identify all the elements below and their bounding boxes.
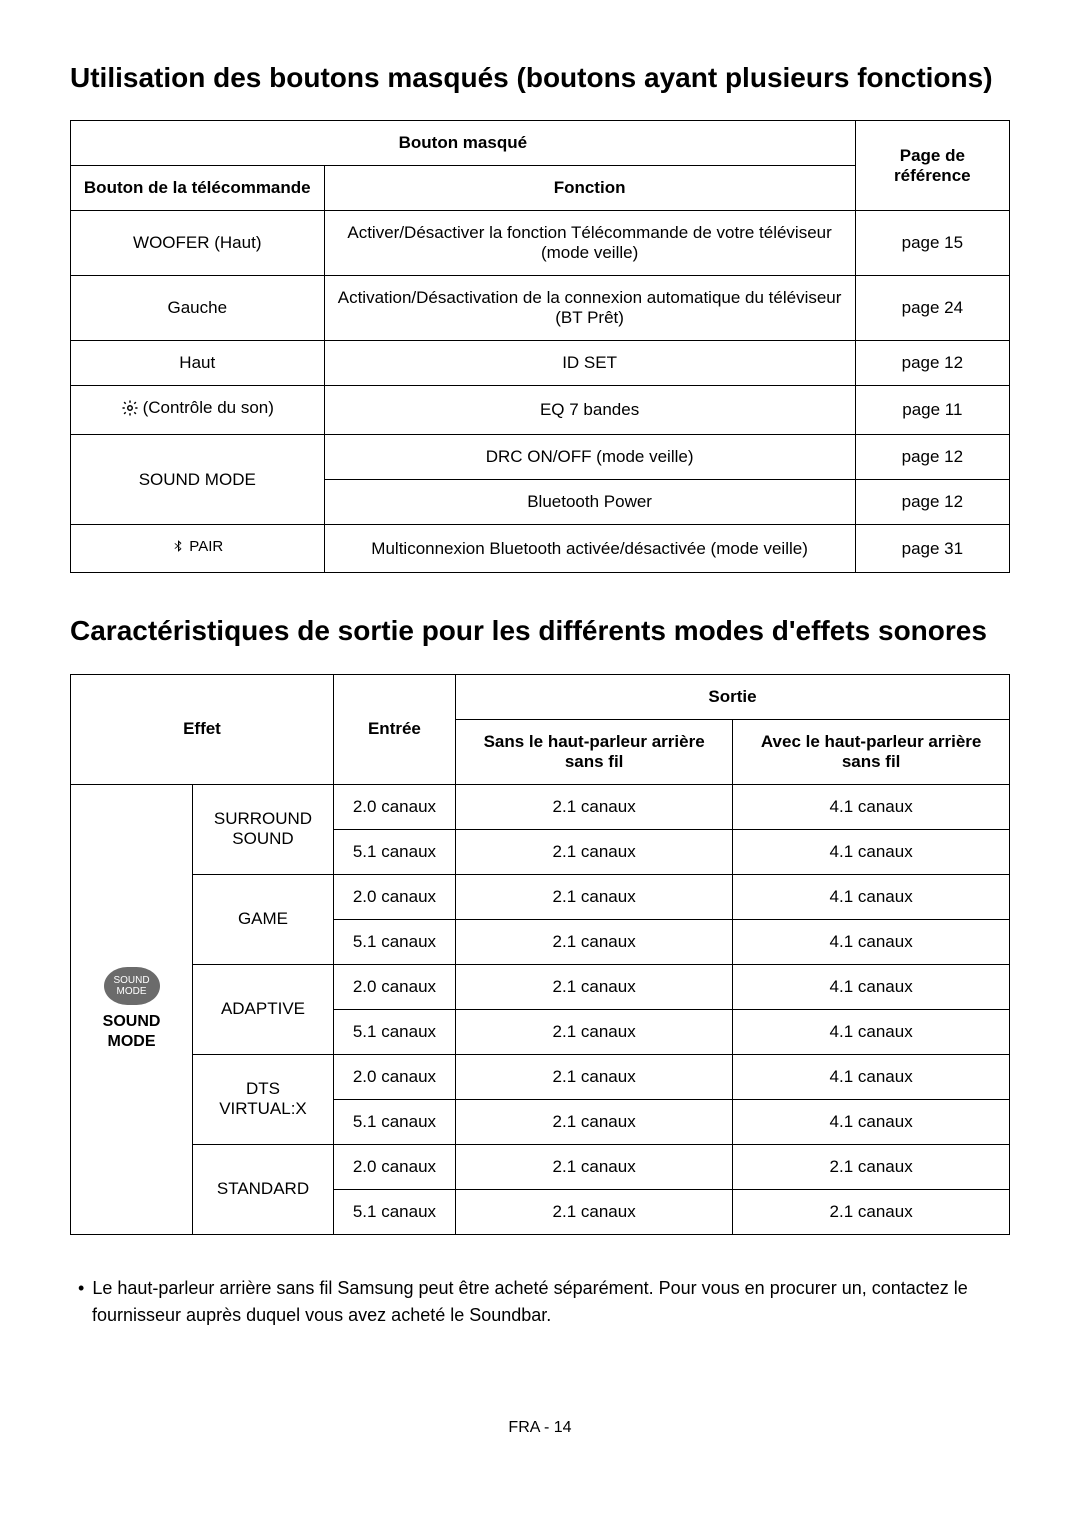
cell-function: Bluetooth Power — [324, 480, 855, 525]
cell-input: 5.1 canaux — [333, 1099, 455, 1144]
header-input: Entrée — [333, 674, 455, 784]
header-without: Sans le haut-parleur arrière sans fil — [455, 719, 732, 784]
header-hidden-button: Bouton masqué — [71, 121, 856, 166]
cell-without: 2.1 canaux — [455, 1099, 732, 1144]
effect-name: DTS VIRTUAL:X — [193, 1054, 334, 1144]
sound-mode-label: SOUND MODE — [103, 1013, 161, 1050]
sound-mode-btn-line2: MODE — [117, 986, 147, 997]
cell-input: 2.0 canaux — [333, 784, 455, 829]
cell-with: 4.1 canaux — [733, 1054, 1010, 1099]
cell-input: 2.0 canaux — [333, 964, 455, 1009]
cell-button-suffix: (Contrôle du son) — [143, 398, 274, 418]
sound-mode-btn-line1: SOUND — [113, 975, 149, 986]
cell-function: DRC ON/OFF (mode veille) — [324, 435, 855, 480]
table-row: SOUND MODE SOUND MODE SURROUND SOUND 2.0… — [71, 784, 1010, 829]
cell-page: page 15 — [855, 211, 1009, 276]
cell-with: 4.1 canaux — [733, 919, 1010, 964]
cell-with: 4.1 canaux — [733, 964, 1010, 1009]
cell-page: page 12 — [855, 435, 1009, 480]
cell-input: 2.0 canaux — [333, 1054, 455, 1099]
effect-name: ADAPTIVE — [193, 964, 334, 1054]
table-row: Haut ID SET page 12 — [71, 341, 1010, 386]
header-page-ref: Page de référence — [855, 121, 1009, 211]
cell-with: 4.1 canaux — [733, 1009, 1010, 1054]
cell-function: Multiconnexion Bluetooth activée/désacti… — [324, 525, 855, 573]
table-row: GAME 2.0 canaux 2.1 canaux 4.1 canaux — [71, 874, 1010, 919]
header-with: Avec le haut-parleur arrière sans fil — [733, 719, 1010, 784]
cell-with: 4.1 canaux — [733, 829, 1010, 874]
table-row: PAIR Multiconnexion Bluetooth activée/dé… — [71, 525, 1010, 573]
cell-input: 2.0 canaux — [333, 1144, 455, 1189]
cell-page: page 24 — [855, 276, 1009, 341]
sound-mode-cell: SOUND MODE SOUND MODE — [71, 784, 193, 1234]
bluetooth-icon — [171, 537, 185, 555]
effect-name: STANDARD — [193, 1144, 334, 1234]
cell-input: 5.1 canaux — [333, 1189, 455, 1234]
cell-button: PAIR — [71, 525, 325, 573]
page-footer: FRA - 14 — [70, 1419, 1010, 1437]
cell-without: 2.1 canaux — [455, 919, 732, 964]
header-effect: Effet — [71, 674, 334, 784]
table-row: SOUND MODE DRC ON/OFF (mode veille) page… — [71, 435, 1010, 480]
header-output: Sortie — [455, 674, 1009, 719]
table-row: Gauche Activation/Désactivation de la co… — [71, 276, 1010, 341]
note-text: Le haut-parleur arrière sans fil Samsung… — [70, 1275, 1010, 1329]
sound-mode-button-icon: SOUND MODE — [104, 967, 160, 1005]
cell-button: WOOFER (Haut) — [71, 211, 325, 276]
hidden-buttons-table: Bouton masqué Page de référence Bouton d… — [70, 120, 1010, 573]
cell-function: Activation/Désactivation de la connexion… — [324, 276, 855, 341]
gear-icon — [121, 399, 139, 417]
table-row: ADAPTIVE 2.0 canaux 2.1 canaux 4.1 canau… — [71, 964, 1010, 1009]
cell-button: Gauche — [71, 276, 325, 341]
section1-heading: Utilisation des boutons masqués (boutons… — [70, 60, 1010, 96]
cell-button: SOUND MODE — [71, 435, 325, 525]
cell-button: Haut — [71, 341, 325, 386]
cell-without: 2.1 canaux — [455, 1189, 732, 1234]
cell-without: 2.1 canaux — [455, 1054, 732, 1099]
cell-input: 5.1 canaux — [333, 919, 455, 964]
cell-input: 5.1 canaux — [333, 1009, 455, 1054]
table-row: (Contrôle du son) EQ 7 bandes page 11 — [71, 386, 1010, 435]
cell-without: 2.1 canaux — [455, 1144, 732, 1189]
effect-name: SURROUND SOUND — [193, 784, 334, 874]
table-row: STANDARD 2.0 canaux 2.1 canaux 2.1 canau… — [71, 1144, 1010, 1189]
cell-with: 2.1 canaux — [733, 1189, 1010, 1234]
cell-without: 2.1 canaux — [455, 964, 732, 1009]
cell-input: 5.1 canaux — [333, 829, 455, 874]
cell-page: page 31 — [855, 525, 1009, 573]
cell-function: Activer/Désactiver la fonction Télécomma… — [324, 211, 855, 276]
cell-with: 4.1 canaux — [733, 874, 1010, 919]
cell-button-suffix: PAIR — [189, 538, 223, 555]
cell-with: 2.1 canaux — [733, 1144, 1010, 1189]
cell-without: 2.1 canaux — [455, 829, 732, 874]
table-row: DTS VIRTUAL:X 2.0 canaux 2.1 canaux 4.1 … — [71, 1054, 1010, 1099]
cell-function: ID SET — [324, 341, 855, 386]
cell-page: page 12 — [855, 480, 1009, 525]
table-row: WOOFER (Haut) Activer/Désactiver la fonc… — [71, 211, 1010, 276]
cell-without: 2.1 canaux — [455, 874, 732, 919]
cell-button: (Contrôle du son) — [71, 386, 325, 435]
cell-input: 2.0 canaux — [333, 874, 455, 919]
header-function: Fonction — [324, 166, 855, 211]
cell-with: 4.1 canaux — [733, 784, 1010, 829]
header-remote-button: Bouton de la télécommande — [71, 166, 325, 211]
output-specs-table: Effet Entrée Sortie Sans le haut-parleur… — [70, 674, 1010, 1235]
cell-page: page 12 — [855, 341, 1009, 386]
cell-with: 4.1 canaux — [733, 1099, 1010, 1144]
cell-function: EQ 7 bandes — [324, 386, 855, 435]
cell-without: 2.1 canaux — [455, 1009, 732, 1054]
cell-without: 2.1 canaux — [455, 784, 732, 829]
cell-page: page 11 — [855, 386, 1009, 435]
section2-heading: Caractéristiques de sortie pour les diff… — [70, 613, 1010, 649]
effect-name: GAME — [193, 874, 334, 964]
